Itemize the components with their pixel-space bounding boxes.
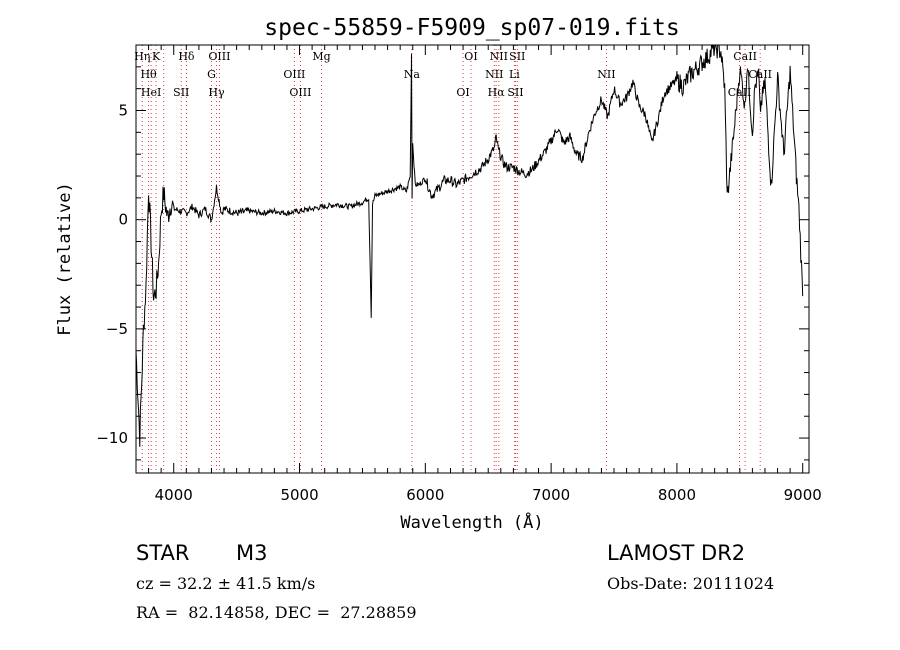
marker-label: Mg [312,50,330,63]
spectrum-line [135,44,804,447]
marker-label: Li [509,68,520,81]
x-axis-label: Wavelength (Å) [400,511,543,533]
marker-label: Hθ [140,68,157,81]
x-tick-label: 6000 [406,486,444,504]
plot-frame [135,44,810,474]
marker-label: K [152,50,161,63]
coordinates: RA = 82.14858, DEC = 27.28859 [136,603,417,622]
marker-label: SII [173,86,189,99]
marker-label: Hα [488,86,506,99]
marker-label: OIII [208,50,230,63]
marker-label: Hγ [208,86,225,99]
survey-name: LAMOST DR2 [607,541,746,565]
marker-label: CaII [733,50,757,63]
observation-date: Obs-Date: 20111024 [607,574,775,593]
marker-label: NII [490,50,508,63]
marker-label: G [207,68,216,81]
x-tick-label: 4000 [155,486,193,504]
marker-label: NII [485,68,503,81]
y-tick-label: 5 [118,102,128,120]
marker-label: CaII [748,68,772,81]
line-marker-layer [141,45,761,473]
spectrum-chart: spec-55859-F5909_sp07-019.fits Hη Hθ HeI K S… [55,15,822,533]
marker-label: HeI [141,86,161,99]
y-tick-label: −5 [106,320,128,338]
marker-label: SII [507,86,523,99]
y-tick-label: 0 [118,211,128,229]
y-axis-label: Flux (relative) [55,182,75,336]
marker-label: OI [464,50,477,63]
marker-label: CaII [728,86,752,99]
x-tick-label: 9000 [784,486,822,504]
marker-label: OI [456,86,469,99]
object-class: STAR [136,541,190,565]
marker-label: Hδ [178,50,195,63]
marker-label: Hη [134,50,150,63]
redshift-value: cz = 32.2 ± 41.5 km/s [136,574,316,593]
x-tick-label: 7000 [532,486,570,504]
chart-title: spec-55859-F5909_sp07-019.fits [264,15,679,41]
x-tick-label: 8000 [658,486,696,504]
marker-label: OIII [283,68,305,81]
y-tick-label: −10 [96,429,128,447]
marker-label-layer: HηHθHeIKSIIHδGHγOIIIOIIIOIIIMgNaOIOINIIH… [134,50,772,99]
x-tick-label: 5000 [280,486,318,504]
marker-label: OIII [289,86,311,99]
marker-label: SII [509,50,525,63]
axis-ticks: 4000 5000 6000 7000 8000 9000 −10 −5 0 5 [96,45,822,504]
marker-label: NII [597,68,615,81]
object-subclass: M3 [236,541,268,565]
